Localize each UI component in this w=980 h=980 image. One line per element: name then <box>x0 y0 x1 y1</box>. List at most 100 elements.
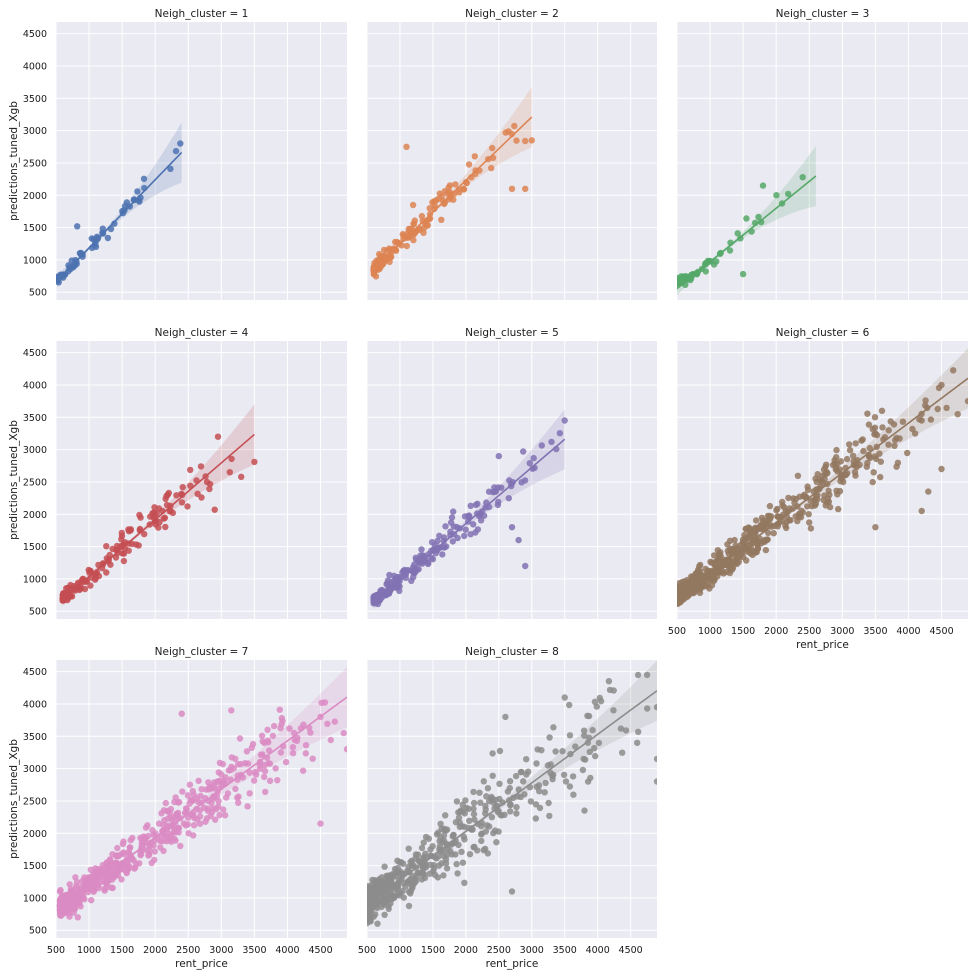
scatter-point <box>129 834 136 842</box>
scatter-point <box>195 798 202 805</box>
scatter-point <box>381 863 388 870</box>
scatter-point <box>829 461 837 469</box>
scatter-point <box>412 855 419 862</box>
y-tick-label: 2500 <box>23 158 47 169</box>
scatter-point <box>527 798 535 805</box>
scatter-point <box>476 789 483 796</box>
scatter-point <box>570 791 577 798</box>
scatter-point <box>938 465 945 473</box>
scatter-point <box>196 807 204 814</box>
scatter-point <box>619 749 626 756</box>
scatter-point <box>374 877 382 885</box>
scatter-point <box>182 805 190 812</box>
scatter-point <box>477 517 485 524</box>
scatter-point <box>125 528 133 535</box>
scatter-point <box>164 808 171 815</box>
scatter-point <box>184 503 191 510</box>
scatter-point <box>450 508 457 515</box>
scatter-point <box>729 560 737 567</box>
scatter-point <box>545 799 552 807</box>
scatter-point <box>276 706 283 713</box>
scatter-point <box>773 192 780 199</box>
scatter-point <box>717 569 725 576</box>
scatter-point <box>198 494 205 501</box>
scatter-point <box>198 786 205 793</box>
scatter-point <box>452 181 459 188</box>
scatter-point <box>532 815 539 822</box>
scatter-point <box>56 888 64 895</box>
scatter-point <box>702 565 709 573</box>
scatter-point <box>264 726 271 733</box>
scatter-point <box>597 698 605 705</box>
scatter-point <box>593 703 600 710</box>
scatter-point <box>455 814 463 821</box>
scatter-point <box>846 441 853 448</box>
scatter-point <box>137 834 144 842</box>
scatter-point <box>436 838 443 845</box>
scatter-point <box>111 220 118 227</box>
scatter-point <box>413 873 420 880</box>
scatter-point <box>216 759 224 767</box>
scatter-point <box>595 739 603 747</box>
scatter-point <box>505 128 512 135</box>
scatter-point <box>437 820 444 827</box>
scatter-point <box>466 851 474 858</box>
scatter-point <box>218 771 225 778</box>
scatter-point <box>78 894 85 901</box>
scatter-point <box>104 234 112 242</box>
scatter-point <box>580 727 588 734</box>
scatter-point <box>885 427 892 434</box>
scatter-point <box>112 859 120 866</box>
scatter-point <box>865 421 873 428</box>
scatter-point <box>807 497 814 505</box>
scatter-point <box>206 480 214 488</box>
scatter-point <box>488 814 496 821</box>
scatter-point <box>396 858 403 866</box>
scatter-point <box>178 499 186 506</box>
scatter-point <box>734 230 741 237</box>
scatter-point <box>518 479 525 486</box>
regression-line <box>373 438 566 603</box>
scatter-point <box>435 852 443 860</box>
scatter-point <box>178 710 185 717</box>
scatter-point <box>85 874 93 881</box>
regression-line <box>677 175 817 290</box>
x-tick-label: 4000 <box>896 626 920 637</box>
scatter-point <box>454 534 461 542</box>
scatter-point <box>610 707 617 714</box>
scatter-point <box>461 513 469 520</box>
scatter-point <box>530 454 537 462</box>
scatter-point <box>760 538 767 545</box>
scatter-point <box>456 189 463 196</box>
y-tick-label: 3500 <box>23 94 47 105</box>
scatter-point <box>99 560 107 567</box>
scatter-point <box>244 803 251 810</box>
scatter-point <box>367 903 371 911</box>
scatter-point <box>392 885 399 893</box>
facet-title: Neigh_cluster = 4 <box>155 327 249 339</box>
scatter-point <box>87 582 94 589</box>
scatter-point <box>706 585 713 592</box>
scatter-point <box>461 836 468 843</box>
scatter-point <box>877 473 884 481</box>
scatter-point <box>869 425 876 433</box>
scatter-point <box>162 523 169 531</box>
scatter-point <box>279 717 286 725</box>
scatter-point <box>440 537 447 545</box>
y-tick-label: 1000 <box>23 255 47 266</box>
scatter-point <box>814 496 821 503</box>
scatter-point <box>461 532 468 540</box>
scatter-point <box>954 411 961 418</box>
x-tick-label: 3000 <box>830 626 854 637</box>
scatter-point <box>547 761 554 768</box>
scatter-point <box>462 797 469 804</box>
y-tick-label: 1500 <box>23 542 47 553</box>
scatter-point <box>441 827 448 834</box>
scatter-point <box>270 722 278 730</box>
scatter-point <box>300 721 307 728</box>
scatter-point <box>87 568 94 575</box>
scatter-point <box>186 781 194 788</box>
scatter-point <box>610 687 617 694</box>
scatter-point <box>259 738 266 745</box>
facet-title: Neigh_cluster = 3 <box>776 8 870 20</box>
